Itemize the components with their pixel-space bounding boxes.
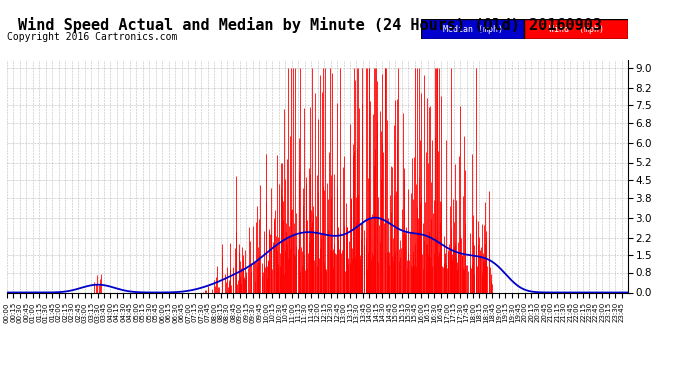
Text: Copyright 2016 Cartronics.com: Copyright 2016 Cartronics.com <box>7 32 177 42</box>
Text: Wind  (mph): Wind (mph) <box>549 25 604 34</box>
Text: Median (mph): Median (mph) <box>443 25 502 34</box>
FancyBboxPatch shape <box>524 19 628 39</box>
Text: Wind Speed Actual and Median by Minute (24 Hours) (Old) 20160903: Wind Speed Actual and Median by Minute (… <box>19 17 602 33</box>
FancyBboxPatch shape <box>421 19 524 39</box>
